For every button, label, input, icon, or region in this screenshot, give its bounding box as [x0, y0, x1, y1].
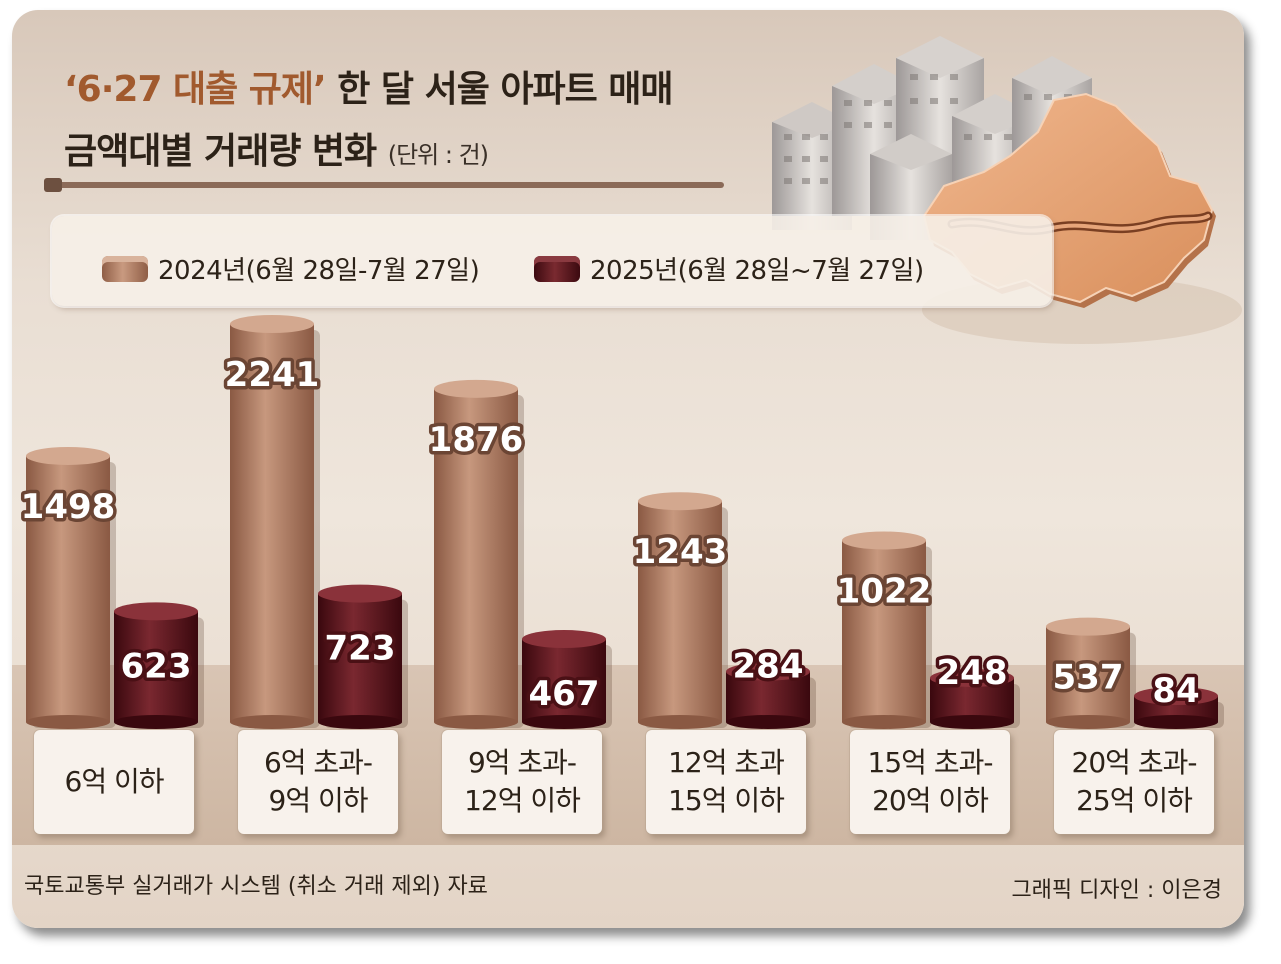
legend-label-2025: 2025년(6월 28일~7월 27일) [590, 256, 924, 286]
bar-2025-6 [1134, 687, 1224, 729]
chart-title-accent: ‘6·27 대출 규제’ [64, 69, 327, 110]
legend-swatch-2024 [102, 256, 148, 282]
category-label-1: 6억 이하 [34, 730, 194, 834]
floor-band [12, 665, 1244, 845]
category-label-line: 9억 초과- [467, 746, 577, 779]
infographic-card: 1498 623 2241 723 1876 467 1243 284 1022 248 537 84… [12, 10, 1244, 928]
chart-area: 1498 623 2241 723 1876 467 1243 284 1022 248 537 84 [12, 36, 1244, 845]
legend-label-2024: 2024년(6월 28일-7월 27일) [158, 256, 480, 286]
category-label-6: 20억 초과- 25억 이하 [1054, 730, 1214, 834]
bar-2025-4 [726, 662, 816, 729]
unit-label: (단위 : 건) [387, 141, 489, 169]
value-label-2024-1: 1498 [21, 487, 116, 527]
value-label-2024-6: 537 [1053, 658, 1124, 698]
value-label-2025-5: 248 [937, 653, 1008, 693]
value-label-2025-2: 723 [325, 629, 396, 669]
bar-2024-5 [842, 531, 932, 729]
title-underline [44, 178, 724, 192]
category-label-line: 25억 이하 [1076, 784, 1193, 817]
category-label-5: 15억 초과- 20억 이하 [850, 730, 1010, 834]
legend: 2024년(6월 28일-7월 27일) 2025년(6월 28일~7월 27일… [52, 216, 1052, 306]
category-label-line: 9억 이하 [268, 784, 369, 817]
value-label-2025-3: 467 [529, 674, 600, 714]
category-label-line: 15억 초과- [867, 746, 994, 779]
legend-swatch-2025 [534, 256, 580, 282]
category-label-line: 6억 초과- [263, 746, 373, 779]
category-label-2: 6억 초과- 9억 이하 [238, 730, 398, 834]
chart-title-line-2: 금액대별 거래량 변화 (단위 : 건) [64, 122, 489, 174]
value-label-2025-4: 284 [733, 647, 804, 687]
bar-2024-6 [1046, 617, 1136, 729]
bar-2024-1 [26, 446, 116, 729]
value-label-2024-2: 2241 [225, 355, 320, 395]
value-label-2025-6: 84 [1152, 671, 1199, 711]
category-label-4: 12억 초과 15억 이하 [646, 730, 806, 834]
value-label-2024-4: 1243 [633, 532, 728, 572]
category-label-line: 20억 이하 [872, 784, 989, 817]
category-label-line: 12억 초과 [668, 746, 785, 779]
category-label-3: 9억 초과- 12억 이하 [442, 730, 602, 834]
bar-2025-2 [318, 584, 408, 729]
bar-2025-5 [930, 668, 1020, 729]
category-label-line: 12억 이하 [464, 784, 581, 817]
bar-2024-2 [230, 315, 320, 729]
chart-subtitle: 금액대별 거래량 변화 [64, 131, 377, 172]
category-label-line: 15억 이하 [668, 784, 785, 817]
bar-2025-3 [522, 630, 612, 729]
bar-2025-1 [114, 602, 204, 729]
chart-title-line-1: ‘6·27 대출 규제’ 한 달 서울 아파트 매매 [64, 60, 673, 112]
category-label-line: 6억 이하 [64, 765, 165, 798]
value-label-2024-3: 1876 [429, 420, 524, 460]
bars-layer: 1498 623 2241 723 1876 467 1243 284 1022 248 537 84 [17, 315, 1224, 729]
bar-2024-4 [638, 492, 728, 729]
designer-credit: 그래픽 디자인 : 이은경 [1011, 878, 1222, 903]
source-note: 국토교통부 실거래가 시스템 (취소 거래 제외) 자료 [24, 874, 488, 899]
category-label-line: 20억 초과- [1071, 746, 1198, 779]
chart-title-rest: 한 달 서울 아파트 매매 [325, 69, 673, 110]
value-label-2024-5: 1022 [837, 571, 932, 611]
bar-2024-3 [434, 379, 524, 729]
value-label-2025-1: 623 [121, 646, 192, 686]
